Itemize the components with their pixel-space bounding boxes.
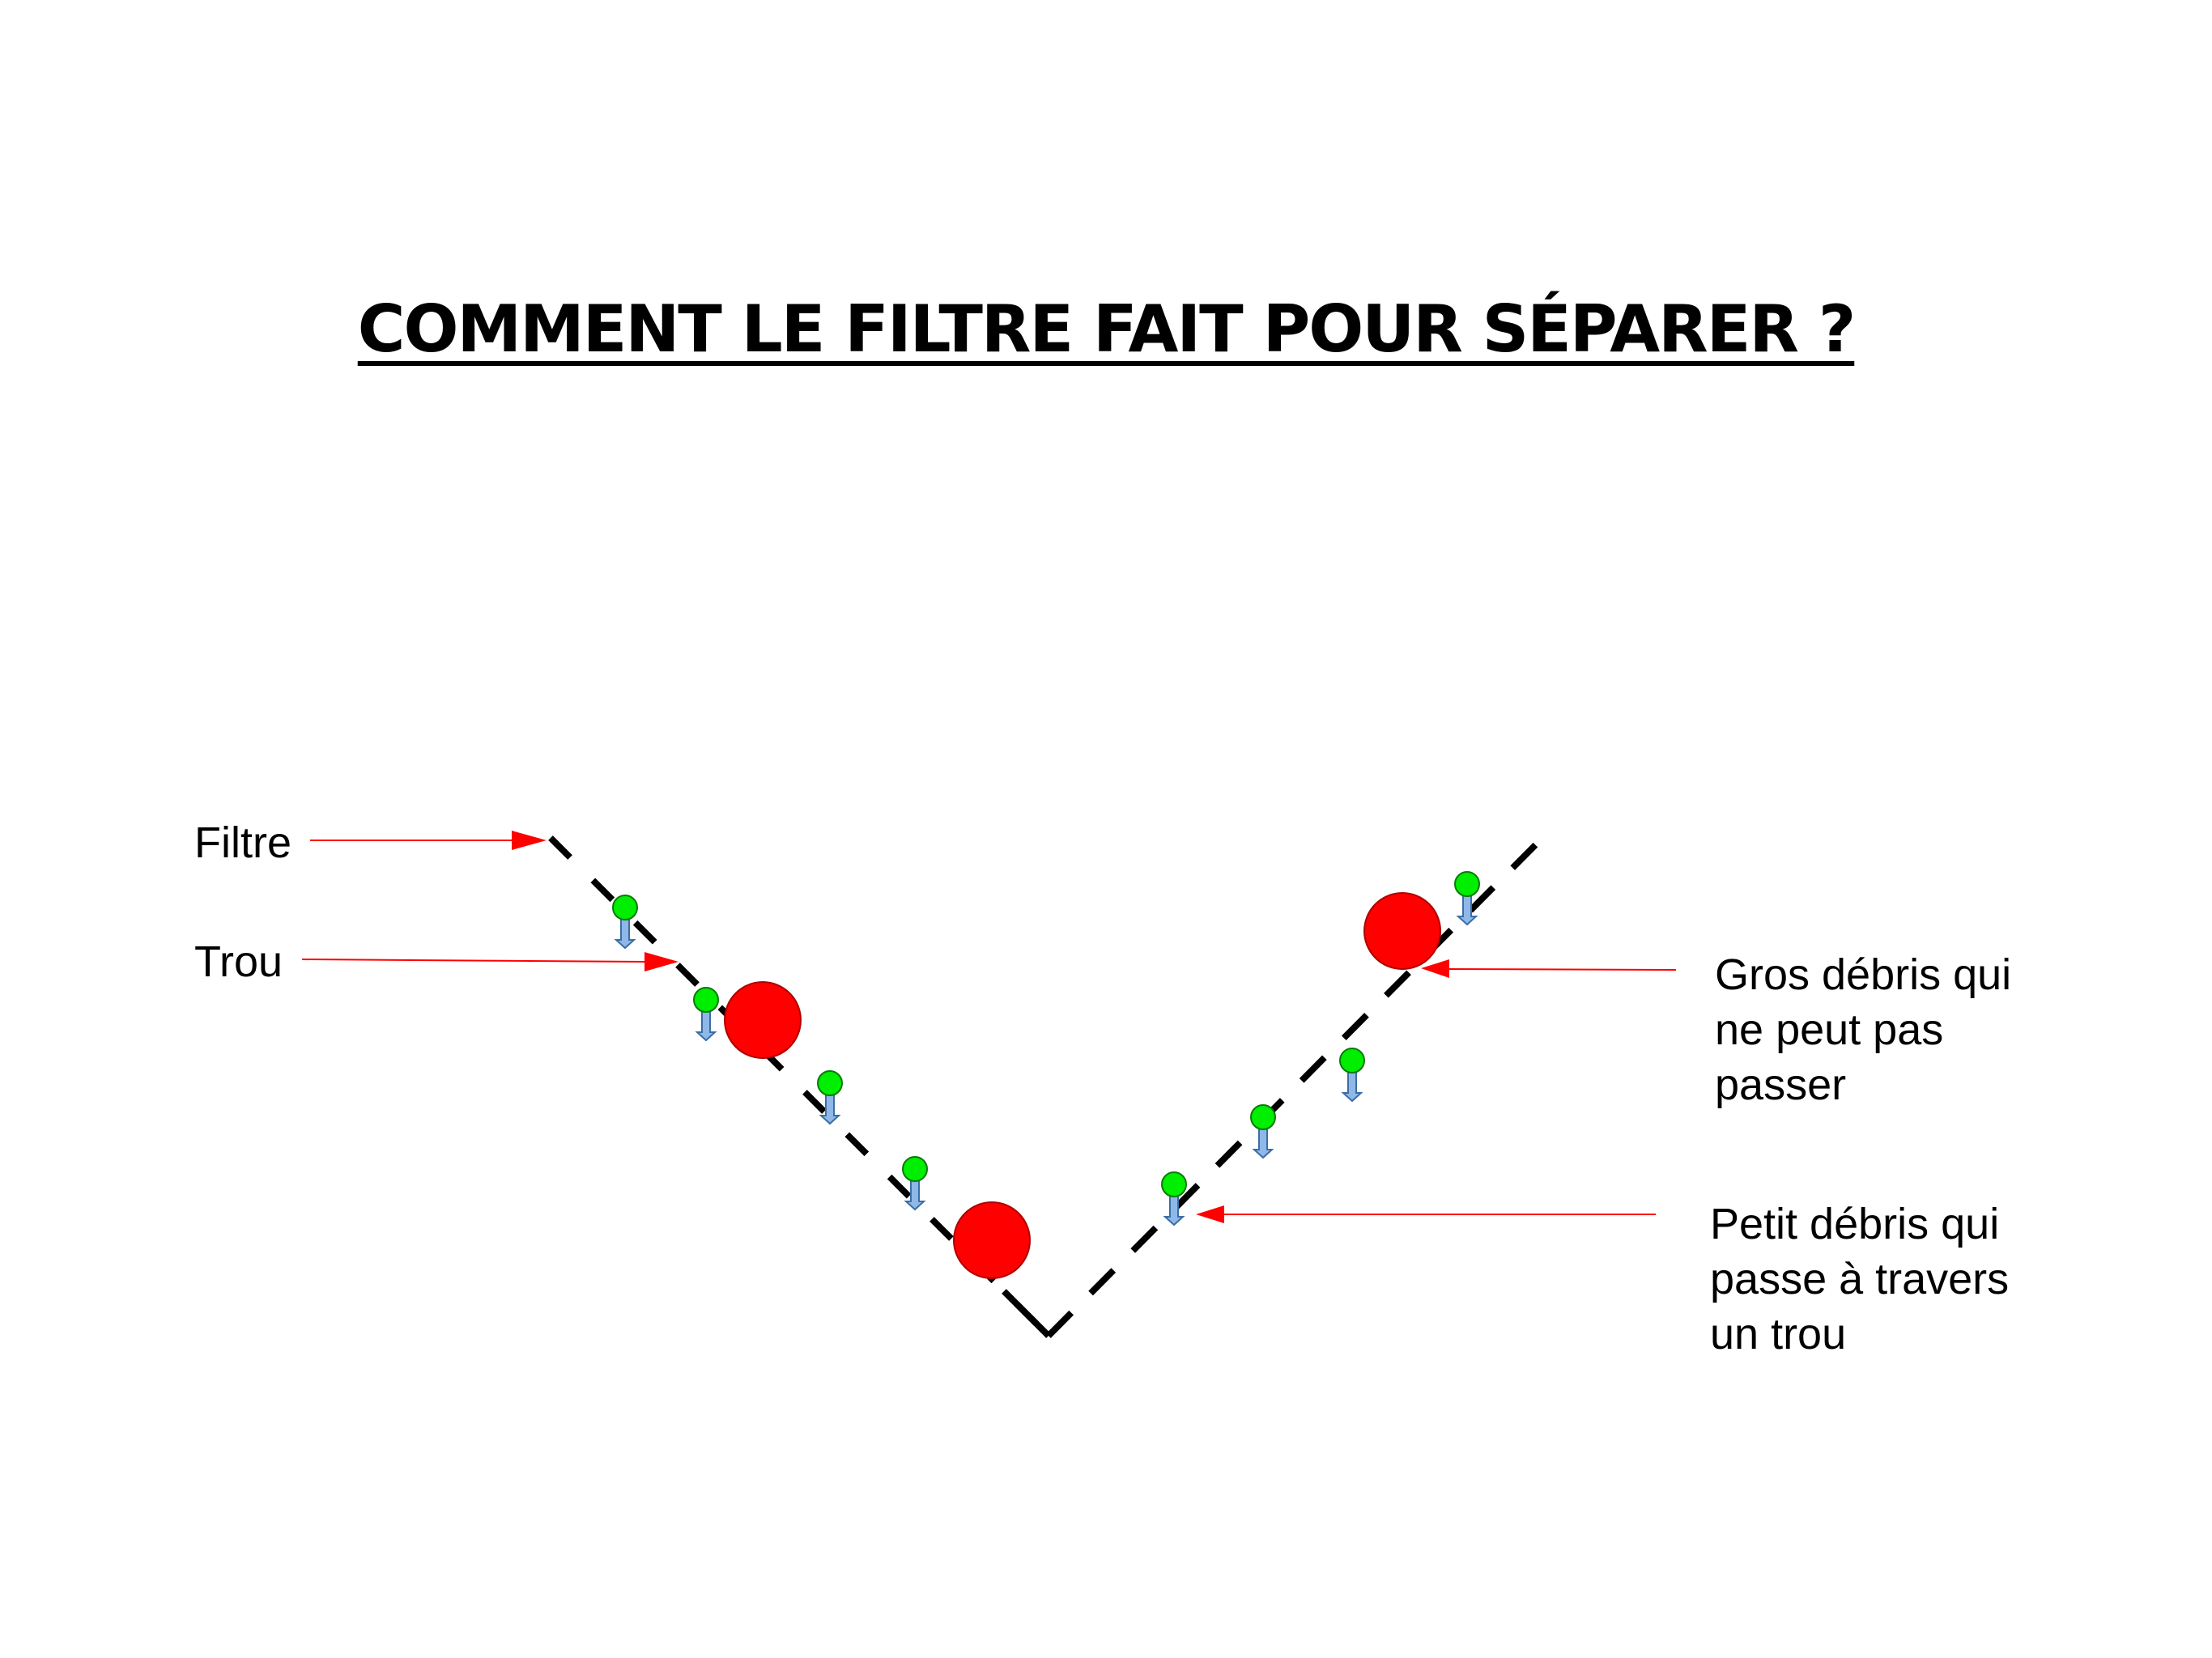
large-debris: [724, 981, 802, 1059]
gros-debris-pointer-arrow: [1421, 959, 1677, 978]
large-debris: [953, 1201, 1031, 1279]
label-petit-debris-line3: un trou: [1710, 1310, 1846, 1358]
small-debris: [1454, 871, 1480, 926]
label-gros-debris-line2: ne peut pas: [1715, 1005, 1943, 1054]
down-arrow-icon: [1163, 1193, 1185, 1226]
small-debris: [1161, 1171, 1187, 1226]
small-debris-dot: [902, 1156, 928, 1182]
down-arrow-icon: [1341, 1069, 1363, 1103]
small-debris: [902, 1156, 928, 1211]
small-debris-dot: [1339, 1048, 1365, 1073]
small-debris: [693, 987, 719, 1042]
small-debris-dot: [612, 895, 638, 920]
small-debris-group: [612, 871, 1480, 1226]
down-arrow-icon: [904, 1178, 926, 1211]
small-debris: [1339, 1048, 1365, 1103]
small-debris: [817, 1070, 843, 1125]
small-debris: [1250, 1104, 1276, 1159]
down-arrow-icon: [695, 1009, 717, 1042]
down-arrow-icon: [819, 1092, 841, 1125]
slide-title: COMMENT LE FILTRE FAIT POUR SÉPARER ?: [357, 291, 1856, 367]
label-trou: Trou: [194, 937, 283, 986]
small-debris-dot: [1454, 871, 1480, 897]
label-petit-debris-line2: passe à travers: [1710, 1255, 2009, 1303]
down-arrow-icon: [1252, 1126, 1274, 1159]
trou-pointer-arrow: [301, 952, 678, 971]
label-petit-debris-line1: Petit débris qui: [1710, 1200, 1999, 1248]
down-arrow-icon: [614, 916, 636, 950]
label-gros-debris-line3: passer: [1715, 1061, 1846, 1109]
small-debris: [612, 895, 638, 950]
down-arrow-icon: [1456, 893, 1478, 926]
small-debris-dot: [817, 1070, 843, 1096]
small-debris-dot: [1161, 1171, 1187, 1197]
large-debris: [1363, 892, 1441, 970]
label-gros-debris-line1: Gros débris qui: [1715, 950, 2011, 999]
label-filtre: Filtre: [194, 818, 291, 867]
filter-line: [548, 835, 1545, 1338]
small-debris-dot: [1250, 1104, 1276, 1130]
filtre-pointer-arrow: [310, 831, 547, 850]
petit-debris-pointer-arrow: [1196, 1205, 1656, 1223]
small-debris-dot: [693, 987, 719, 1013]
